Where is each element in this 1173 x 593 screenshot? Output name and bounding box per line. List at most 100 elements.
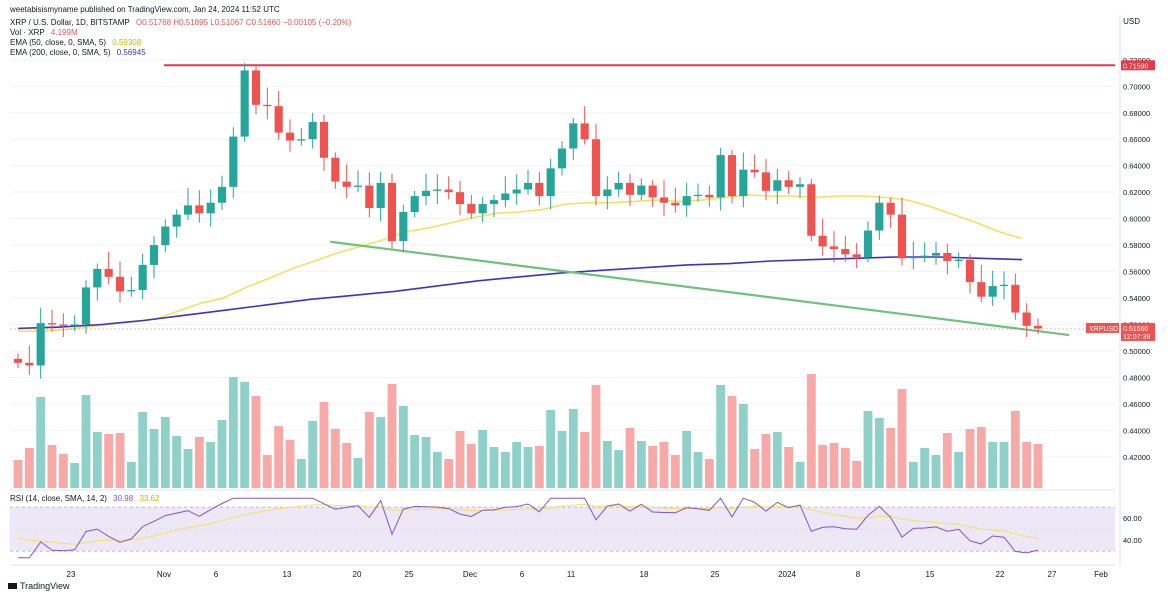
candle-body	[829, 246, 839, 250]
tradingview-logo: TradingView	[8, 581, 70, 591]
resistance-price-tag	[1121, 60, 1155, 71]
candle-body	[206, 202, 215, 214]
volume-value: 4.199M	[50, 28, 78, 37]
volume-bar	[738, 404, 748, 488]
candle-body	[693, 194, 703, 197]
candle-body	[161, 226, 170, 246]
candle-body	[523, 182, 533, 190]
candle-body	[739, 169, 748, 197]
volume-bar	[954, 452, 964, 488]
candle-body	[705, 194, 714, 198]
volume-bar	[874, 418, 884, 488]
candle-body	[773, 180, 782, 191]
volume-bar	[126, 462, 136, 488]
volume-bar	[557, 431, 567, 488]
candle-body	[387, 182, 397, 242]
publisher-line: weetabisismyname published on TradingVie…	[10, 5, 280, 14]
volume-bar	[274, 426, 284, 488]
candle-body	[240, 70, 249, 137]
candle-body	[376, 182, 385, 209]
volume-bar	[285, 440, 295, 488]
volume-bar	[160, 417, 170, 488]
candle-body	[671, 202, 680, 206]
time-tick-label: 15	[926, 570, 935, 579]
volume-bar	[444, 459, 454, 488]
candle-body	[603, 189, 612, 197]
candle-body	[591, 139, 601, 197]
volume-bar	[262, 455, 272, 488]
volume-bar	[920, 448, 930, 488]
volume-bar	[716, 385, 726, 488]
tradingview-icon	[8, 583, 17, 589]
candle-body	[727, 155, 737, 197]
candle-body	[331, 157, 340, 182]
candle-body	[319, 122, 329, 158]
candle-body	[399, 212, 408, 242]
candle-body	[512, 189, 521, 194]
price-tick-label: 0.54000	[1123, 294, 1150, 303]
candle-body	[580, 123, 589, 140]
volume-bar	[217, 420, 227, 488]
volume-bar	[376, 417, 386, 488]
candle-body	[761, 172, 771, 191]
candle-body	[501, 193, 510, 201]
candle-body	[648, 185, 657, 198]
candle-body	[353, 185, 363, 187]
volume-bar	[829, 443, 839, 488]
price-tick-label: 0.56000	[1123, 268, 1150, 277]
volume-bar	[319, 402, 329, 488]
candle-body	[127, 290, 136, 292]
volume-bar	[296, 459, 306, 488]
time-tick-label: 6	[214, 570, 219, 579]
candle-body	[274, 106, 283, 133]
volume-bar	[353, 458, 363, 488]
countdown-label: 12:07:39	[1123, 334, 1150, 341]
volume-bar	[931, 455, 941, 488]
volume-bar	[172, 436, 182, 488]
price-tick-label: 0.60000	[1123, 215, 1150, 224]
volume-bar	[965, 429, 975, 488]
candle-body	[977, 282, 986, 297]
volume-bar	[455, 431, 465, 488]
candle-body	[965, 259, 975, 283]
candle-body	[863, 230, 873, 257]
volume-bar	[489, 447, 499, 488]
price-tick-label: 0.70000	[1123, 82, 1150, 91]
candle-body	[81, 287, 91, 325]
volume-bar	[659, 442, 669, 488]
candle-body	[1011, 284, 1020, 313]
volume-bar	[750, 449, 760, 488]
candle-body	[47, 323, 57, 325]
volume-bar	[432, 452, 442, 488]
price-tick-label: 0.64000	[1123, 162, 1150, 171]
candle-body	[285, 132, 295, 141]
price-tick-label: 0.46000	[1123, 400, 1150, 409]
price-tick-label: 0.42000	[1123, 453, 1150, 462]
candle-body	[557, 148, 567, 169]
candle-body	[195, 205, 204, 214]
volume-legend: Vol · XRP 4.199M	[10, 28, 82, 38]
time-tick-label: 25	[405, 570, 414, 579]
candle-body	[920, 255, 929, 257]
volume-bar	[818, 445, 828, 488]
symbol-line: XRP / U.S. Dollar, 1D, BITSTAMP O0.51768…	[10, 18, 355, 28]
volume-bar	[364, 412, 374, 488]
last-price-label: 0.51660	[1123, 326, 1148, 333]
volume-bar	[70, 463, 80, 488]
volume-bar	[1033, 444, 1043, 488]
candle-body	[308, 122, 317, 140]
volume-bar	[591, 385, 601, 488]
rsi-value: 30.98	[113, 494, 134, 503]
volume-bar	[602, 441, 612, 488]
symbol-name: XRP / U.S. Dollar, 1D, BITSTAMP	[10, 18, 130, 27]
volume-bar	[704, 459, 714, 488]
volume-bar	[194, 437, 204, 488]
ema50-legend: EMA (50, close, 0, SMA, 5) 0.59308	[10, 38, 145, 48]
rsi-legend: RSI (14, close, SMA, 14, 2) 30.98 33.62	[10, 494, 163, 504]
price-tick-label: 0.62000	[1123, 188, 1150, 197]
volume-bar	[580, 432, 590, 488]
candle-body	[93, 268, 102, 288]
ema200-value: 0.56945	[116, 48, 146, 57]
price-tick-label: 0.68000	[1123, 109, 1150, 118]
